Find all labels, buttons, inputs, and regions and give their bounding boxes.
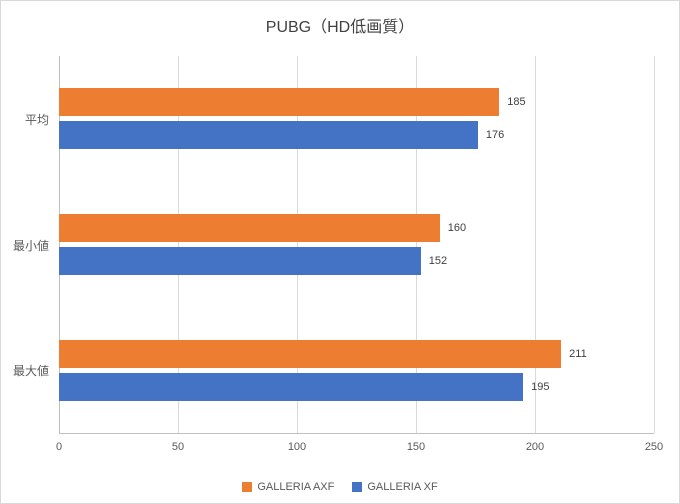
gridline (535, 56, 536, 433)
bar-value-label: 211 (569, 347, 587, 360)
chart-title: PUBG（HD低画質） (265, 19, 415, 36)
x-axis-tick-label: 50 (171, 441, 185, 453)
bar-value-label: 195 (531, 380, 550, 393)
legend-label: GALLERIA XF (367, 481, 438, 493)
gridline (178, 56, 179, 433)
gridline (654, 56, 655, 433)
bar-galleria-axf (59, 339, 562, 368)
y-axis-label: 平均 (24, 112, 49, 127)
x-axis-tick-label: 200 (525, 441, 545, 453)
legend: GALLERIA AXF GALLERIA XF (1, 481, 679, 493)
legend-swatch (242, 482, 253, 492)
bar-galleria-xf (59, 247, 421, 275)
gridline (416, 56, 417, 433)
x-axis-tick-label: 250 (644, 441, 664, 453)
legend-swatch (352, 482, 363, 492)
bar-galleria-xf (59, 372, 524, 401)
y-axis-label: 最大値 (12, 364, 49, 379)
bar-value-label: 152 (428, 255, 448, 267)
legend-item: GALLERIA AXF (242, 481, 334, 493)
bar-value-label: 160 (447, 222, 467, 234)
plot-area: 185 176 160 152 211 195 (59, 56, 655, 434)
x-axis-tick-label: 150 (406, 441, 426, 453)
gridline (297, 56, 298, 433)
bar-value-label: 176 (485, 129, 505, 142)
bar-value-label: 185 (507, 96, 526, 109)
y-axis-label: 最小値 (12, 238, 49, 253)
y-axis-line (59, 56, 60, 433)
x-axis-tick-label: 100 (287, 441, 307, 453)
bar-galleria-axf (59, 88, 500, 117)
bar-galleria-xf (59, 121, 478, 150)
bar-galleria-axf (59, 214, 440, 242)
legend-label: GALLERIA AXF (257, 481, 335, 493)
x-axis-tick-label: 0 (55, 441, 63, 453)
legend-item: GALLERIA XF (352, 481, 438, 493)
